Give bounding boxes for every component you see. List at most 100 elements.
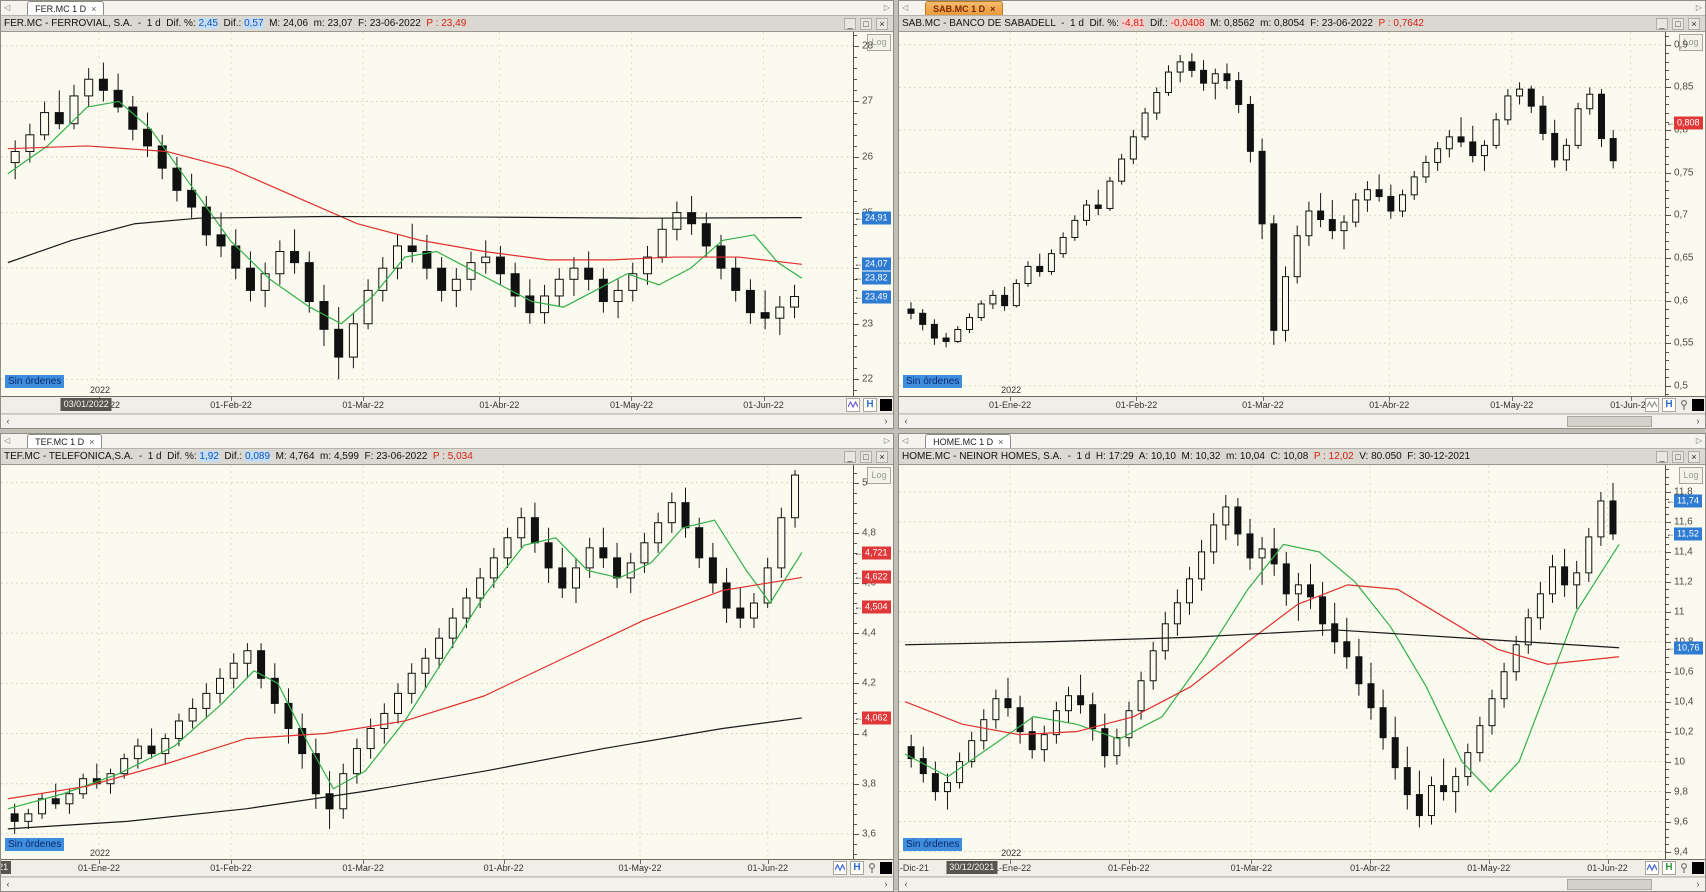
- maximize-button[interactable]: □: [860, 17, 872, 30]
- candle-body: [1331, 623, 1339, 643]
- candle-body: [38, 798, 47, 815]
- scrollbar-thumb[interactable]: [1566, 879, 1653, 890]
- candle-body: [1516, 88, 1524, 97]
- line-chart-tool-icon[interactable]: [846, 398, 860, 412]
- tab-scroll-right-icon[interactable]: ▷: [1695, 3, 1702, 12]
- tab-close-icon[interactable]: ×: [89, 436, 95, 447]
- h-scrollbar[interactable]: ‹ ›: [1, 877, 893, 891]
- candle-body: [216, 677, 225, 694]
- scroll-right-arrow[interactable]: ›: [879, 878, 893, 891]
- candle-body: [1125, 710, 1133, 739]
- tab-sab[interactable]: SAB.MC 1 D ×: [925, 1, 1004, 15]
- corner-square-icon[interactable]: [880, 862, 892, 874]
- line-chart-tool-icon[interactable]: [1645, 398, 1659, 412]
- tag-arrow-icon: ←: [1666, 642, 1675, 653]
- close-button[interactable]: ×: [876, 17, 888, 30]
- maximize-button[interactable]: □: [1672, 17, 1684, 30]
- price-axis[interactable]: Log 3,63,844,24,44,64,85←4,721←4,622←4,5…: [853, 465, 893, 859]
- pin-icon[interactable]: [1679, 861, 1689, 875]
- x-axis-label: 01-Jun-22: [1610, 400, 1651, 410]
- candle-body: [1548, 566, 1556, 595]
- tab-tef[interactable]: TEF.MC 1 D ×: [27, 434, 103, 448]
- tab-scroll-right-icon[interactable]: ▷: [883, 3, 890, 12]
- close-button[interactable]: ×: [876, 450, 888, 463]
- minimize-button[interactable]: _: [844, 450, 856, 463]
- tab-close-icon[interactable]: ×: [998, 436, 1004, 447]
- log-scale-button[interactable]: Log: [1679, 34, 1703, 51]
- tab-close-icon[interactable]: ×: [91, 3, 97, 14]
- price-axis[interactable]: Log 22232425262728←24,91←23,49←24,07←23,…: [853, 32, 893, 396]
- scroll-left-arrow[interactable]: ‹: [1, 878, 15, 891]
- tab-home[interactable]: HOME.MC 1 D ×: [925, 434, 1012, 448]
- candle-body: [147, 745, 156, 755]
- tab-scroll-left-icon[interactable]: ◁: [902, 3, 909, 12]
- scrollbar-thumb[interactable]: [1566, 416, 1653, 427]
- candle-body: [1355, 656, 1363, 685]
- line-chart-tool-icon[interactable]: [1645, 861, 1659, 875]
- link-group-h-icon[interactable]: H: [863, 398, 877, 412]
- candle-body: [1597, 500, 1605, 538]
- y-axis-tick-label: 27: [862, 95, 874, 107]
- candle-body: [1113, 737, 1121, 757]
- maximize-button[interactable]: □: [1672, 450, 1684, 463]
- tab-scroll-left-icon[interactable]: ◁: [4, 436, 11, 445]
- candle-body: [571, 567, 580, 589]
- tab-scroll-right-icon[interactable]: ▷: [1695, 436, 1702, 445]
- y-axis-tick-label: 11: [1674, 606, 1685, 618]
- candle-body: [1399, 194, 1407, 212]
- plot-area[interactable]: [1, 32, 853, 396]
- tab-scroll-left-icon[interactable]: ◁: [902, 436, 909, 445]
- minimize-button[interactable]: _: [1656, 450, 1668, 463]
- plot-area[interactable]: [899, 465, 1665, 859]
- corner-square-icon[interactable]: [1692, 862, 1704, 874]
- plot-area[interactable]: [899, 32, 1665, 396]
- log-scale-button[interactable]: Log: [867, 467, 891, 484]
- tab-close-icon[interactable]: ×: [990, 3, 996, 14]
- line-chart-tool-icon[interactable]: [833, 861, 847, 875]
- y-axis-tick-label: 11,8: [1674, 486, 1693, 498]
- plot-area[interactable]: [1, 465, 853, 859]
- corner-square-icon[interactable]: [1692, 399, 1704, 411]
- link-group-h-icon[interactable]: H: [1662, 861, 1676, 875]
- scroll-left-arrow[interactable]: ‹: [899, 415, 913, 428]
- window-title-bar: SAB.MC - BANCO DE SABADELL - 1 d Dif. %:…: [899, 16, 1705, 32]
- tab-scroll-right-icon[interactable]: ▷: [883, 436, 890, 445]
- scroll-right-arrow[interactable]: ›: [879, 415, 893, 428]
- date-cursor-tooltip: 03/01/2022: [60, 398, 112, 411]
- corner-square-icon[interactable]: [880, 399, 892, 411]
- scroll-left-arrow[interactable]: ‹: [1, 415, 15, 428]
- moving-average-line: [7, 215, 802, 264]
- scroll-right-arrow[interactable]: ›: [1691, 415, 1705, 428]
- log-scale-button[interactable]: Log: [1679, 467, 1703, 484]
- candle-body: [1059, 236, 1067, 255]
- scroll-right-arrow[interactable]: ›: [1691, 878, 1705, 891]
- pin-icon[interactable]: [867, 861, 877, 875]
- candle-body: [1524, 617, 1532, 646]
- minimize-button[interactable]: _: [844, 17, 856, 30]
- vertical-splitter[interactable]: [894, 0, 898, 892]
- price-axis[interactable]: Log 0,5 0,55 0,6 0,65 0,7 0,75 0,8 0,85 0,9 ← 0,80…: [1665, 32, 1705, 396]
- close-button[interactable]: ×: [1688, 17, 1700, 30]
- log-scale-button[interactable]: Log: [867, 34, 891, 51]
- close-button[interactable]: ×: [1688, 450, 1700, 463]
- maximize-button[interactable]: □: [860, 450, 872, 463]
- pin-icon[interactable]: [1679, 398, 1689, 412]
- candle-body: [1129, 136, 1137, 160]
- link-group-h-icon[interactable]: H: [1662, 398, 1676, 412]
- y-axis-tick-label: 4,8: [862, 527, 876, 539]
- tab-scroll-left-icon[interactable]: ◁: [4, 3, 11, 12]
- candle-body: [1083, 204, 1091, 221]
- h-scrollbar[interactable]: ‹ ›: [899, 877, 1705, 891]
- h-scrollbar[interactable]: ‹ ›: [1, 414, 893, 428]
- horizontal-splitter[interactable]: [0, 429, 894, 433]
- minimize-button[interactable]: _: [1656, 17, 1668, 30]
- link-group-h-icon[interactable]: H: [850, 861, 864, 875]
- y-axis-tick-label: 10,2: [1674, 726, 1694, 738]
- candle-body: [1210, 524, 1218, 553]
- candle-body: [657, 228, 667, 258]
- scroll-left-arrow[interactable]: ‹: [899, 878, 913, 891]
- h-scrollbar[interactable]: ‹ ›: [899, 414, 1705, 428]
- price-axis[interactable]: Log 9,49,69,81010,210,410,610,81111,211,…: [1665, 465, 1705, 859]
- tab-fer[interactable]: FER.MC 1 D ×: [27, 1, 105, 15]
